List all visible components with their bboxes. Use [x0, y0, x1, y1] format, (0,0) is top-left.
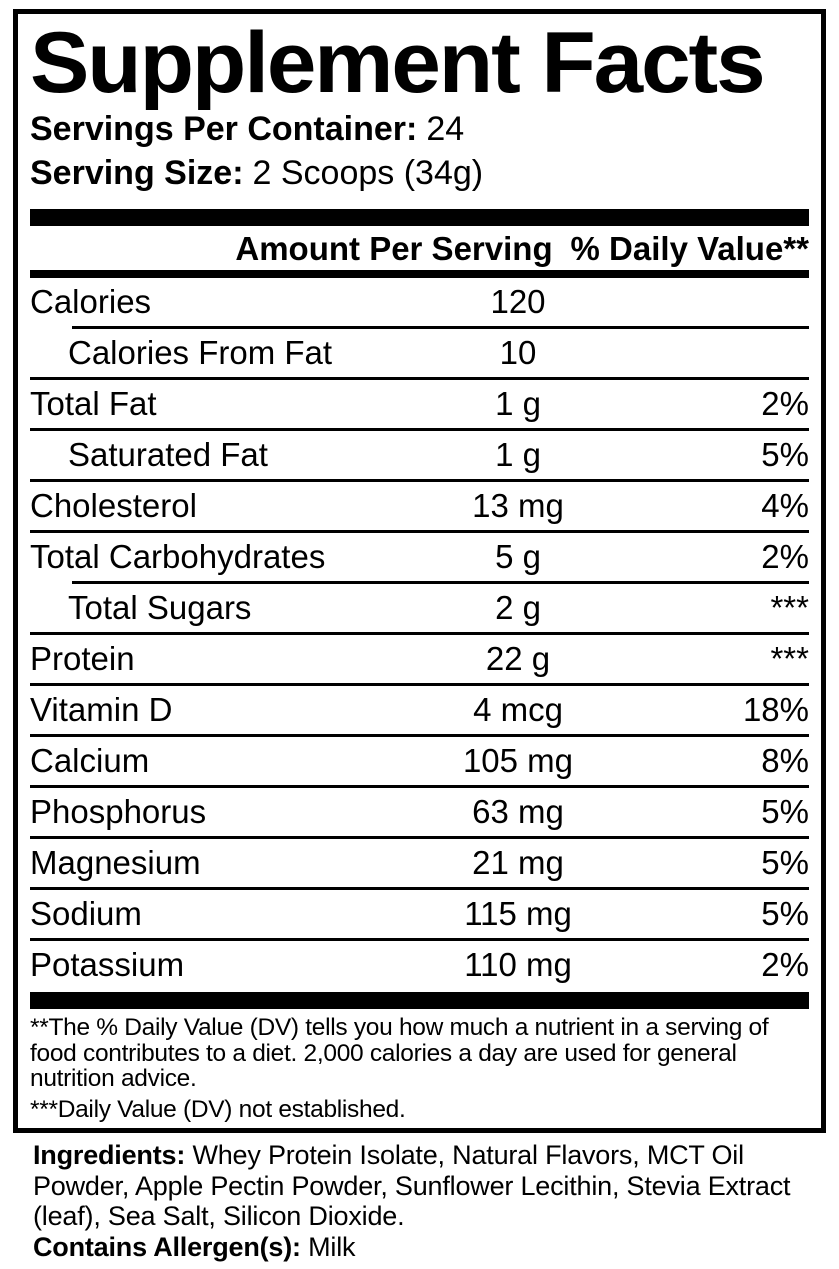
- nutrient-daily-value: 5%: [761, 793, 809, 830]
- nutrient-name: Calcium: [30, 742, 150, 779]
- nutrient-name: Total Carbohydrates: [30, 538, 326, 575]
- nutrient-row: Calcium 105 mg 8%: [30, 737, 809, 788]
- nutrient-row: Total Sugars 2 g ***: [30, 584, 809, 635]
- serving-size-value: 2 Scoops (34g): [252, 154, 484, 192]
- nutrient-name: Sodium: [30, 895, 142, 932]
- nutrient-row: Potassium 110 mg 2%: [30, 941, 809, 992]
- nutrient-daily-value: 5%: [761, 895, 809, 932]
- nutrient-row: Phosphorus 63 mg 5%: [30, 788, 809, 839]
- allergen-label: Contains Allergen(s):: [33, 1231, 301, 1262]
- nutrient-amount: 22 g: [485, 640, 551, 677]
- nutrient-name: Protein: [30, 640, 135, 677]
- nutrient-row: Calories 120: [30, 278, 809, 329]
- nutrient-name: Phosphorus: [30, 793, 207, 830]
- nutrient-daily-value: 2%: [761, 946, 809, 983]
- nutrient-amount: 63 mg: [472, 793, 564, 830]
- nutrient-daily-value: 8%: [761, 742, 809, 779]
- nutrient-amount: 2 g: [495, 589, 541, 626]
- nutrient-name: Total Fat: [30, 385, 157, 422]
- supplement-facts-panel: Supplement Facts Servings Per Container:…: [13, 9, 826, 1133]
- nutrient-amount: 13 mg: [472, 487, 564, 524]
- nutrient-amount: 1 g: [495, 436, 541, 473]
- servings-per-container-value: 24: [426, 110, 465, 148]
- nutrient-row: Sodium 115 mg 5%: [30, 890, 809, 941]
- nutrient-row: Total Carbohydrates 5 g 2%: [30, 533, 809, 584]
- allergen-line: Contains Allergen(s): Milk: [33, 1232, 817, 1263]
- ingredients-text: Whey Protein Isolate, Natural Flavors, M…: [33, 1140, 791, 1231]
- nutrient-amount: 120: [490, 283, 546, 320]
- nutrient-amount: 21 mg: [472, 844, 564, 881]
- nutrient-amount: 10: [499, 334, 537, 371]
- nutrient-name: Magnesium: [30, 844, 201, 881]
- nutrient-daily-value: 2%: [761, 538, 809, 575]
- serving-size-label: Serving Size:: [30, 154, 244, 192]
- nutrient-amount: 110 mg: [464, 946, 572, 983]
- nutrient-daily-value: ***: [770, 589, 809, 626]
- serving-size-line: Serving Size: 2 Scoops (34g): [30, 151, 809, 195]
- nutrient-name: Vitamin D: [30, 691, 173, 728]
- nutrient-daily-value: 2%: [761, 385, 809, 422]
- nutrient-table: Calories 120 Calories From Fat 10 Total …: [30, 278, 809, 992]
- allergen-value: Milk: [308, 1231, 356, 1262]
- nutrient-row: Calories From Fat 10: [30, 329, 809, 380]
- nutrient-amount: 105 mg: [462, 742, 574, 779]
- nutrient-amount: 5 g: [495, 538, 541, 575]
- nutrient-row: Protein 22 g ***: [30, 635, 809, 686]
- servings-per-container-label: Servings Per Container:: [30, 110, 418, 148]
- separator-bar-header: [30, 270, 809, 278]
- daily-value-footnote: **The % Daily Value (DV) tells you how m…: [30, 1014, 769, 1092]
- footnotes: **The % Daily Value (DV) tells you how m…: [30, 1015, 809, 1122]
- nutrient-row: Vitamin D 4 mcg 18%: [30, 686, 809, 737]
- nutrient-amount: 1 g: [495, 385, 541, 422]
- daily-value-header: % Daily Value**: [570, 230, 809, 267]
- nutrient-daily-value: ***: [770, 640, 809, 677]
- nutrient-row: Magnesium 21 mg 5%: [30, 839, 809, 890]
- nutrient-name: Saturated Fat: [68, 436, 268, 473]
- nutrient-name: Total Sugars: [68, 589, 252, 626]
- nutrient-row: Saturated Fat 1 g 5%: [30, 431, 809, 482]
- nutrient-name: Calories From Fat: [68, 334, 333, 371]
- ingredients-section: Ingredients: Whey Protein Isolate, Natur…: [33, 1140, 817, 1262]
- panel-title: Supplement Facts: [30, 15, 766, 111]
- nutrient-daily-value: 4%: [761, 487, 809, 524]
- separator-bar-bottom: [30, 992, 809, 1009]
- nutrient-amount: 115 mg: [464, 895, 572, 932]
- nutrient-name: Cholesterol: [30, 487, 197, 524]
- nutrient-table-header: Amount Per Serving % Daily Value**: [30, 226, 809, 270]
- nutrient-daily-value: 18%: [742, 691, 809, 728]
- nutrient-daily-value: 5%: [761, 436, 809, 473]
- servings-per-container-line: Servings Per Container: 24: [30, 107, 809, 151]
- nutrient-amount: 4 mcg: [473, 691, 563, 728]
- nutrient-name: Calories: [30, 283, 152, 320]
- nutrient-row: Cholesterol 13 mg 4%: [30, 482, 809, 533]
- nutrient-row: Total Fat 1 g 2%: [30, 380, 809, 431]
- nutrient-daily-value: 5%: [761, 844, 809, 881]
- separator-bar-top: [30, 209, 809, 226]
- ingredients-line: Ingredients: Whey Protein Isolate, Natur…: [33, 1140, 817, 1232]
- nutrient-name: Potassium: [30, 946, 185, 983]
- not-established-footnote: ***Daily Value (DV) not established.: [30, 1095, 406, 1123]
- ingredients-label: Ingredients:: [33, 1140, 186, 1170]
- amount-per-serving-header: Amount Per Serving: [235, 230, 553, 267]
